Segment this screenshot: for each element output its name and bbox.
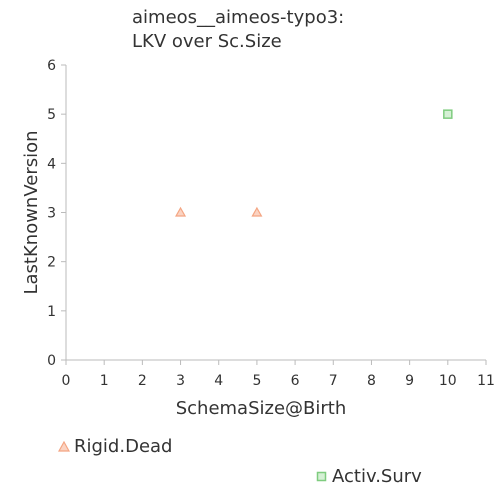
data-point-activ-surv: [443, 109, 453, 119]
x-tick-label: 5: [252, 373, 261, 389]
x-tick-label: 10: [439, 373, 457, 389]
x-tick-label: 8: [367, 373, 376, 389]
y-tick-label: 3: [47, 206, 56, 222]
y-tick-label: 2: [47, 255, 56, 271]
x-tick-label: 1: [100, 373, 109, 389]
y-axis-label: LastKnownVersion: [21, 130, 42, 294]
x-tick-label: 4: [214, 373, 223, 389]
x-tick-label: 7: [329, 373, 338, 389]
y-tick-label: 1: [47, 304, 56, 320]
x-tick-label: 11: [477, 373, 495, 389]
chart-title-line1: aimeos__aimeos-typo3:: [132, 7, 345, 28]
y-tick-label: 4: [47, 156, 56, 172]
chart-title-line2: LKV over Sc.Size: [132, 31, 282, 52]
y-tick-label: 0: [47, 353, 56, 369]
x-tick-label: 9: [405, 373, 414, 389]
y-tick-label: 5: [47, 107, 56, 123]
legend-label-activ-surv: Activ.Surv: [332, 466, 422, 487]
legend-label-rigid-dead: Rigid.Dead: [74, 436, 173, 457]
square-marker-icon: [316, 471, 327, 482]
x-tick-label: 0: [62, 373, 71, 389]
chart-title: aimeos__aimeos-typo3: LKV over Sc.Size: [132, 6, 344, 54]
legend-item-activ-surv: Activ.Surv: [316, 466, 422, 488]
legend-item-rigid-dead: Rigid.Dead: [58, 436, 172, 458]
x-tick-label: 6: [291, 373, 300, 389]
x-tick-label: 2: [138, 373, 147, 389]
data-point-rigid-dead: [251, 206, 263, 217]
x-axis-label: SchemaSize@Birth: [176, 398, 347, 419]
triangle-marker-icon: [58, 441, 70, 452]
data-point-rigid-dead: [175, 206, 187, 217]
x-tick-label: 3: [176, 373, 185, 389]
y-tick-label: 6: [47, 58, 56, 74]
